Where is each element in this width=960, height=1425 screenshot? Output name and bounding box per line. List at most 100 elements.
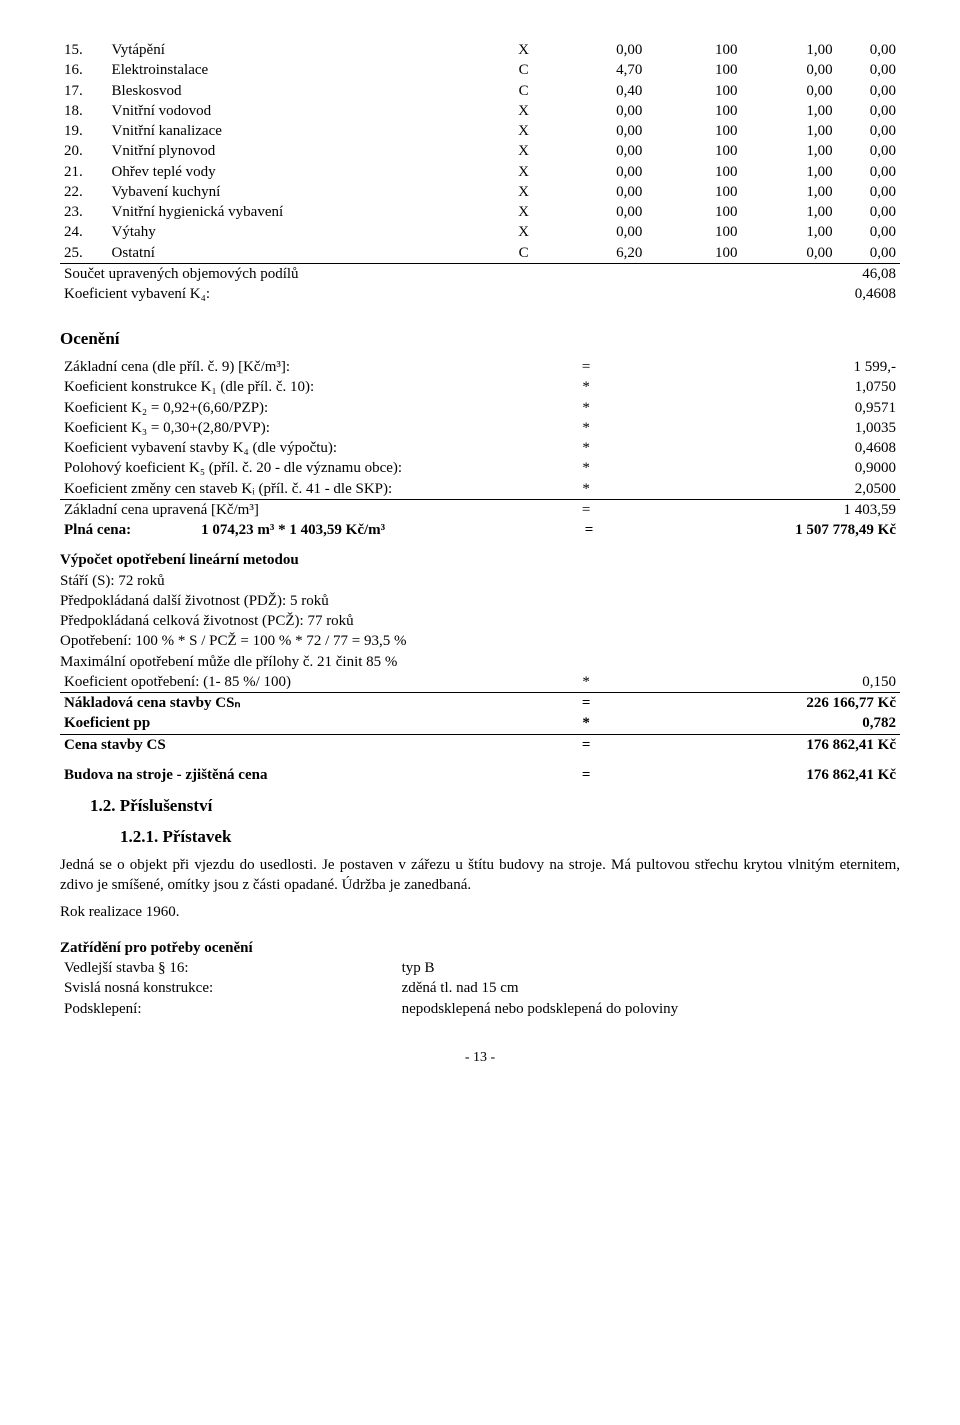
zatr-row: Podsklepení:nepodsklepená nebo podsklepe… bbox=[60, 999, 900, 1019]
opot-label: Cena stavby CS bbox=[60, 734, 558, 755]
zatr-l: Vedlejší stavba § 16: bbox=[60, 958, 398, 978]
zatr-r: zděná tl. nad 15 cm bbox=[398, 978, 900, 998]
section-1-2-1: 1.2.1. Přístavek bbox=[120, 826, 900, 849]
item-c1: X bbox=[496, 40, 551, 60]
item-c1: X bbox=[496, 202, 551, 222]
calc-label: Koeficient K₂ = 0,92+(6,60/PZP): bbox=[60, 398, 558, 418]
item-c3: 100 bbox=[646, 243, 741, 264]
calc-label: Koeficient změny cen staveb Kᵢ (příl. č.… bbox=[60, 479, 558, 500]
item-c5: 0,00 bbox=[837, 243, 900, 264]
item-c4: 0,00 bbox=[742, 243, 837, 264]
calc-val: 1,0750 bbox=[615, 377, 900, 397]
opot-line: Předpokládaná další životnost (PDŽ): 5 r… bbox=[60, 591, 900, 611]
calc-label: Základní cena upravená [Kč/m³] bbox=[60, 499, 558, 520]
item-c5: 0,00 bbox=[837, 40, 900, 60]
calc-row: Základní cena (dle příl. č. 9) [Kč/m³]:=… bbox=[60, 357, 900, 377]
calc-row: Koeficient K₃ = 0,30+(2,80/PVP):*1,0035 bbox=[60, 418, 900, 438]
item-c2: 0,00 bbox=[551, 101, 646, 121]
item-c3: 100 bbox=[646, 202, 741, 222]
item-c3: 100 bbox=[646, 101, 741, 121]
opot-label: Koeficient opotřebení: (1- 85 %/ 100) bbox=[60, 672, 558, 693]
item-num: 16. bbox=[60, 60, 108, 80]
item-num: 23. bbox=[60, 202, 108, 222]
calc-op: * bbox=[558, 377, 615, 397]
page-number: - 13 - bbox=[60, 1049, 900, 1068]
item-label: Výtahy bbox=[108, 222, 496, 242]
calc-label: Polohový koeficient K₅ (příl. č. 20 - dl… bbox=[60, 458, 558, 478]
item-num: 21. bbox=[60, 162, 108, 182]
zatr-r: typ B bbox=[398, 958, 900, 978]
item-c1: X bbox=[496, 141, 551, 161]
item-c2: 0,40 bbox=[551, 81, 646, 101]
item-c5: 0,00 bbox=[837, 141, 900, 161]
item-c3: 100 bbox=[646, 60, 741, 80]
item-label: Vnitřní vodovod bbox=[108, 101, 496, 121]
calc-row: Koeficient K₂ = 0,92+(6,60/PZP):*0,9571 bbox=[60, 398, 900, 418]
table-row: 23.Vnitřní hygienická vybaveníX0,001001,… bbox=[60, 202, 900, 222]
calc-val: 0,9571 bbox=[615, 398, 900, 418]
plna-val: 1 507 778,49 Kč bbox=[617, 520, 900, 540]
item-c1: X bbox=[496, 182, 551, 202]
item-c4: 1,00 bbox=[742, 141, 837, 161]
plna-label-val: 1 074,23 m³ * 1 403,59 Kč/m³ bbox=[197, 520, 561, 540]
zatr-r: nepodsklepená nebo podsklepená do polovi… bbox=[398, 999, 900, 1019]
calc-val: 0,9000 bbox=[615, 458, 900, 478]
item-label: Ohřev teplé vody bbox=[108, 162, 496, 182]
result-op: = bbox=[558, 765, 615, 785]
calc-val: 1 403,59 bbox=[615, 499, 900, 520]
item-c3: 100 bbox=[646, 162, 741, 182]
item-c2: 0,00 bbox=[551, 121, 646, 141]
opot-val: 176 862,41 Kč bbox=[615, 734, 900, 755]
item-c3: 100 bbox=[646, 141, 741, 161]
oceneni-title: Ocenění bbox=[60, 328, 900, 351]
result-val: 176 862,41 Kč bbox=[615, 765, 900, 785]
zatrideni-table: Vedlejší stavba § 16:typ BSvislá nosná k… bbox=[60, 958, 900, 1019]
opot-line: Předpokládaná celková životnost (PCŽ): 7… bbox=[60, 611, 900, 631]
calc-op: * bbox=[558, 418, 615, 438]
item-num: 19. bbox=[60, 121, 108, 141]
item-c4: 0,00 bbox=[742, 60, 837, 80]
table-row: 25.OstatníC6,201000,000,00 bbox=[60, 243, 900, 264]
item-c3: 100 bbox=[646, 182, 741, 202]
table-row: 17.BleskosvodC0,401000,000,00 bbox=[60, 81, 900, 101]
item-c1: X bbox=[496, 121, 551, 141]
item-c2: 4,70 bbox=[551, 60, 646, 80]
item-c1: C bbox=[496, 60, 551, 80]
calc-label: Koeficient konstrukce K₁ (dle příl. č. 1… bbox=[60, 377, 558, 397]
item-num: 25. bbox=[60, 243, 108, 264]
item-c2: 0,00 bbox=[551, 40, 646, 60]
item-c2: 0,00 bbox=[551, 162, 646, 182]
opot-row: Koeficient pp*0,782 bbox=[60, 713, 900, 734]
calc-val: 2,0500 bbox=[615, 479, 900, 500]
item-c3: 100 bbox=[646, 81, 741, 101]
item-c5: 0,00 bbox=[837, 182, 900, 202]
items-table: 15.VytápěníX0,001001,000,0016.Elektroins… bbox=[60, 40, 900, 264]
item-c1: C bbox=[496, 81, 551, 101]
opot-val: 226 166,77 Kč bbox=[615, 693, 900, 714]
sum-row2-val: 0,4608 bbox=[645, 284, 900, 304]
table-row: 20.Vnitřní plynovodX0,001001,000,00 bbox=[60, 141, 900, 161]
plna-op: = bbox=[561, 520, 617, 540]
item-c5: 0,00 bbox=[837, 101, 900, 121]
calc-label: Základní cena (dle příl. č. 9) [Kč/m³]: bbox=[60, 357, 558, 377]
item-c5: 0,00 bbox=[837, 222, 900, 242]
calc-op: * bbox=[558, 438, 615, 458]
item-c4: 0,00 bbox=[742, 81, 837, 101]
item-c5: 0,00 bbox=[837, 162, 900, 182]
opot-val: 0,782 bbox=[615, 713, 900, 734]
calc-row: Základní cena upravená [Kč/m³]=1 403,59 bbox=[60, 499, 900, 520]
plna-cena-row: Plná cena: 1 074,23 m³ * 1 403,59 Kč/m³ … bbox=[60, 520, 900, 540]
result-row: Budova na stroje - zjištěná cena = 176 8… bbox=[60, 765, 900, 785]
item-c2: 0,00 bbox=[551, 141, 646, 161]
opot-op: * bbox=[558, 713, 615, 734]
item-c2: 6,20 bbox=[551, 243, 646, 264]
opot-label: Koeficient pp bbox=[60, 713, 558, 734]
zatr-row: Vedlejší stavba § 16:typ B bbox=[60, 958, 900, 978]
calc-val: 1,0035 bbox=[615, 418, 900, 438]
item-c1: X bbox=[496, 162, 551, 182]
item-c4: 1,00 bbox=[742, 202, 837, 222]
item-num: 20. bbox=[60, 141, 108, 161]
calc-op: * bbox=[558, 458, 615, 478]
calc-op: = bbox=[558, 499, 615, 520]
zatr-row: Svislá nosná konstrukce:zděná tl. nad 15… bbox=[60, 978, 900, 998]
